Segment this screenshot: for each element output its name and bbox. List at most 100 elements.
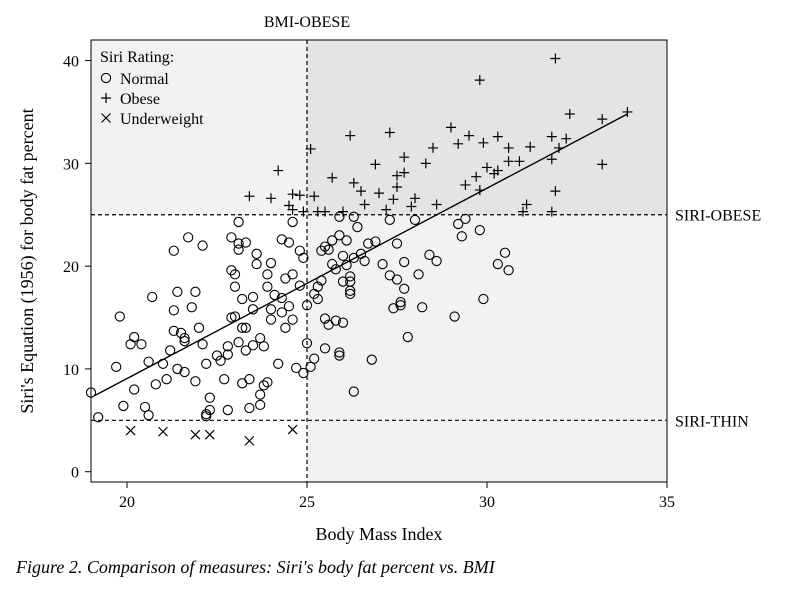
data-point-normal bbox=[222, 404, 233, 416]
data-point-normal bbox=[334, 230, 345, 241]
data-point-normal bbox=[147, 291, 158, 303]
legend-title: Siri Rating: bbox=[100, 49, 174, 66]
data-point-normal bbox=[319, 343, 331, 354]
data-point-obese bbox=[564, 109, 575, 120]
data-point-normal bbox=[287, 216, 298, 228]
data-point-normal bbox=[334, 350, 345, 361]
data-point-normal bbox=[330, 264, 341, 275]
data-point-normal bbox=[370, 236, 381, 247]
data-point-normal bbox=[330, 315, 341, 326]
x-tick-label: 20 bbox=[119, 494, 135, 511]
data-point-normal bbox=[219, 374, 230, 385]
data-point-obese bbox=[384, 127, 395, 138]
data-point-normal bbox=[240, 345, 251, 356]
data-point-obese bbox=[399, 167, 410, 178]
reference-label-bmi-obese: BMI-OBESE bbox=[264, 14, 350, 31]
legend-marker-obese bbox=[101, 93, 111, 103]
data-point-normal bbox=[201, 358, 212, 369]
data-point-normal bbox=[456, 231, 467, 242]
data-point-normal bbox=[172, 363, 183, 375]
plot-frame bbox=[90, 39, 668, 483]
figure-caption: Figure 2. Comparison of measures: Siri's… bbox=[16, 557, 495, 577]
data-point-normal bbox=[247, 291, 259, 303]
y-tick-label: 40 bbox=[63, 54, 79, 71]
data-point-normal bbox=[499, 247, 511, 258]
data-point-normal bbox=[240, 237, 251, 248]
data-point-underweight bbox=[204, 429, 215, 440]
data-point-normal bbox=[118, 400, 129, 412]
reference-lines: BMI-OBESE SIRI-OBESE SIRI-THIN bbox=[91, 14, 761, 482]
data-point-normal bbox=[258, 341, 269, 352]
data-point-normal bbox=[312, 281, 323, 292]
data-point-obese bbox=[381, 204, 392, 215]
data-point-obese bbox=[546, 154, 557, 165]
data-point-normal bbox=[129, 384, 140, 395]
data-point-obese bbox=[446, 122, 456, 133]
data-point-obese bbox=[492, 165, 503, 176]
data-point-obese bbox=[374, 188, 384, 199]
data-point-normal bbox=[503, 265, 514, 276]
data-points bbox=[85, 53, 633, 446]
shaded-regions bbox=[91, 40, 667, 482]
data-point-obese bbox=[561, 133, 572, 144]
data-point-normal bbox=[449, 311, 460, 322]
data-point-normal bbox=[391, 274, 403, 285]
data-point-normal bbox=[352, 221, 363, 233]
data-point-normal bbox=[474, 225, 485, 236]
data-point-normal bbox=[276, 307, 287, 318]
data-point-normal bbox=[337, 317, 349, 328]
data-point-normal bbox=[402, 331, 413, 343]
data-point-normal bbox=[280, 322, 291, 333]
data-point-normal bbox=[409, 214, 421, 226]
data-point-obese bbox=[460, 179, 471, 190]
data-point-normal bbox=[125, 339, 136, 350]
data-point-normal bbox=[453, 218, 464, 230]
data-point-normal bbox=[226, 232, 237, 243]
data-point-normal bbox=[384, 214, 395, 226]
data-point-normal bbox=[309, 353, 320, 364]
data-point-normal bbox=[265, 304, 277, 315]
data-point-normal bbox=[229, 269, 241, 280]
data-point-obese bbox=[503, 156, 514, 167]
data-point-normal bbox=[93, 412, 104, 423]
data-point-obese bbox=[428, 142, 438, 153]
data-point-normal bbox=[204, 392, 215, 403]
series-obese bbox=[244, 53, 633, 217]
x-tick-label: 30 bbox=[479, 494, 495, 511]
data-point-normal bbox=[319, 241, 331, 252]
data-point-normal bbox=[345, 276, 356, 287]
data-point-obese bbox=[370, 159, 381, 170]
data-point-normal bbox=[161, 374, 172, 385]
data-point-normal bbox=[215, 355, 226, 366]
data-point-normal bbox=[233, 244, 244, 255]
data-point-normal bbox=[478, 293, 489, 305]
y-tick-label: 20 bbox=[63, 259, 79, 276]
data-point-normal bbox=[143, 410, 154, 421]
reference-label-siri-thin: SIRI-THIN bbox=[675, 413, 749, 430]
data-point-normal bbox=[301, 300, 313, 311]
data-point-normal bbox=[417, 302, 428, 313]
data-point-normal bbox=[150, 379, 161, 390]
x-tick-label: 35 bbox=[659, 494, 675, 511]
data-point-normal bbox=[294, 280, 305, 291]
data-point-normal bbox=[269, 289, 280, 301]
data-point-normal bbox=[237, 293, 248, 305]
data-point-obese bbox=[546, 206, 557, 217]
data-point-normal bbox=[377, 258, 388, 270]
series-underweight bbox=[125, 424, 298, 446]
data-point-obese bbox=[474, 75, 485, 86]
data-point-obese bbox=[464, 130, 474, 141]
data-point-obese bbox=[266, 193, 276, 204]
data-point-normal bbox=[348, 211, 359, 222]
shaded-region-1 bbox=[307, 40, 667, 215]
data-point-normal bbox=[291, 362, 302, 374]
data-point-normal bbox=[244, 402, 255, 414]
data-point-normal bbox=[255, 399, 266, 411]
data-point-normal bbox=[258, 380, 269, 391]
fit-line-layer bbox=[94, 113, 628, 397]
data-point-obese bbox=[294, 190, 305, 201]
data-point-normal bbox=[168, 245, 179, 256]
data-point-obese bbox=[503, 142, 514, 153]
data-point-normal bbox=[276, 292, 287, 304]
data-point-obese bbox=[273, 165, 284, 176]
